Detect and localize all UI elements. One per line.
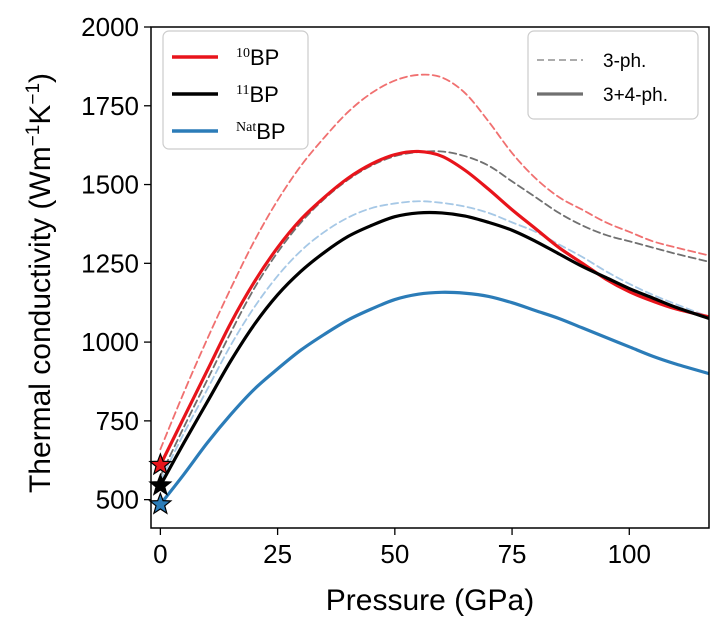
series-10bp-line xyxy=(158,149,709,467)
marker-layer xyxy=(148,452,173,515)
y-axis: 500 750 1000 1250 1500 1750 2000 xyxy=(81,12,151,515)
x-axis-label: Pressure (GPa) xyxy=(326,584,534,617)
marker-10bp-ambient-star xyxy=(148,452,173,476)
legend-models-box xyxy=(527,30,699,120)
y-tick-label: 750 xyxy=(96,406,139,436)
legend-label: 3+4-ph. xyxy=(603,85,668,106)
series-natbp-line xyxy=(158,290,709,506)
x-axis: 0 25 50 75 100 xyxy=(153,528,651,569)
y-tick-label: 1000 xyxy=(81,327,139,357)
legend-label: 11BP xyxy=(236,82,279,107)
legend-isotopes: 10BP 11BP NatBP xyxy=(162,30,309,150)
y-tick-label: 500 xyxy=(96,485,139,515)
y-tick-label: 1500 xyxy=(81,170,139,200)
series-natbp-3-ph--line xyxy=(159,200,709,482)
series-10bp-3-ph--line xyxy=(159,73,709,451)
series-11bp-3-ph--line xyxy=(159,150,709,477)
x-tick-label: 25 xyxy=(263,539,292,569)
y-tick-label: 1250 xyxy=(81,248,139,278)
legend-label: NatBP xyxy=(236,119,286,144)
x-tick-label: 75 xyxy=(498,539,527,569)
legend-isotopes-box xyxy=(162,30,309,150)
series-layer xyxy=(158,73,709,506)
x-tick-label: 0 xyxy=(153,539,167,569)
legend-label: 10BP xyxy=(236,45,279,70)
legend-label: 3-ph. xyxy=(603,51,646,72)
x-tick-label: 100 xyxy=(608,539,651,569)
x-tick-label: 50 xyxy=(380,539,409,569)
legend-models: 3-ph. 3+4-ph. xyxy=(527,30,699,120)
marker-natbp-ambient-star xyxy=(148,491,173,515)
series-11bp-line xyxy=(158,210,709,488)
marker-11bp-ambient-star xyxy=(148,472,173,496)
y-tick-label: 1750 xyxy=(81,91,139,121)
y-axis-label: Thermal conductivity (Wm−1K−1) xyxy=(23,73,57,493)
plot-frame xyxy=(150,26,710,529)
y-tick-label: 2000 xyxy=(81,12,139,42)
